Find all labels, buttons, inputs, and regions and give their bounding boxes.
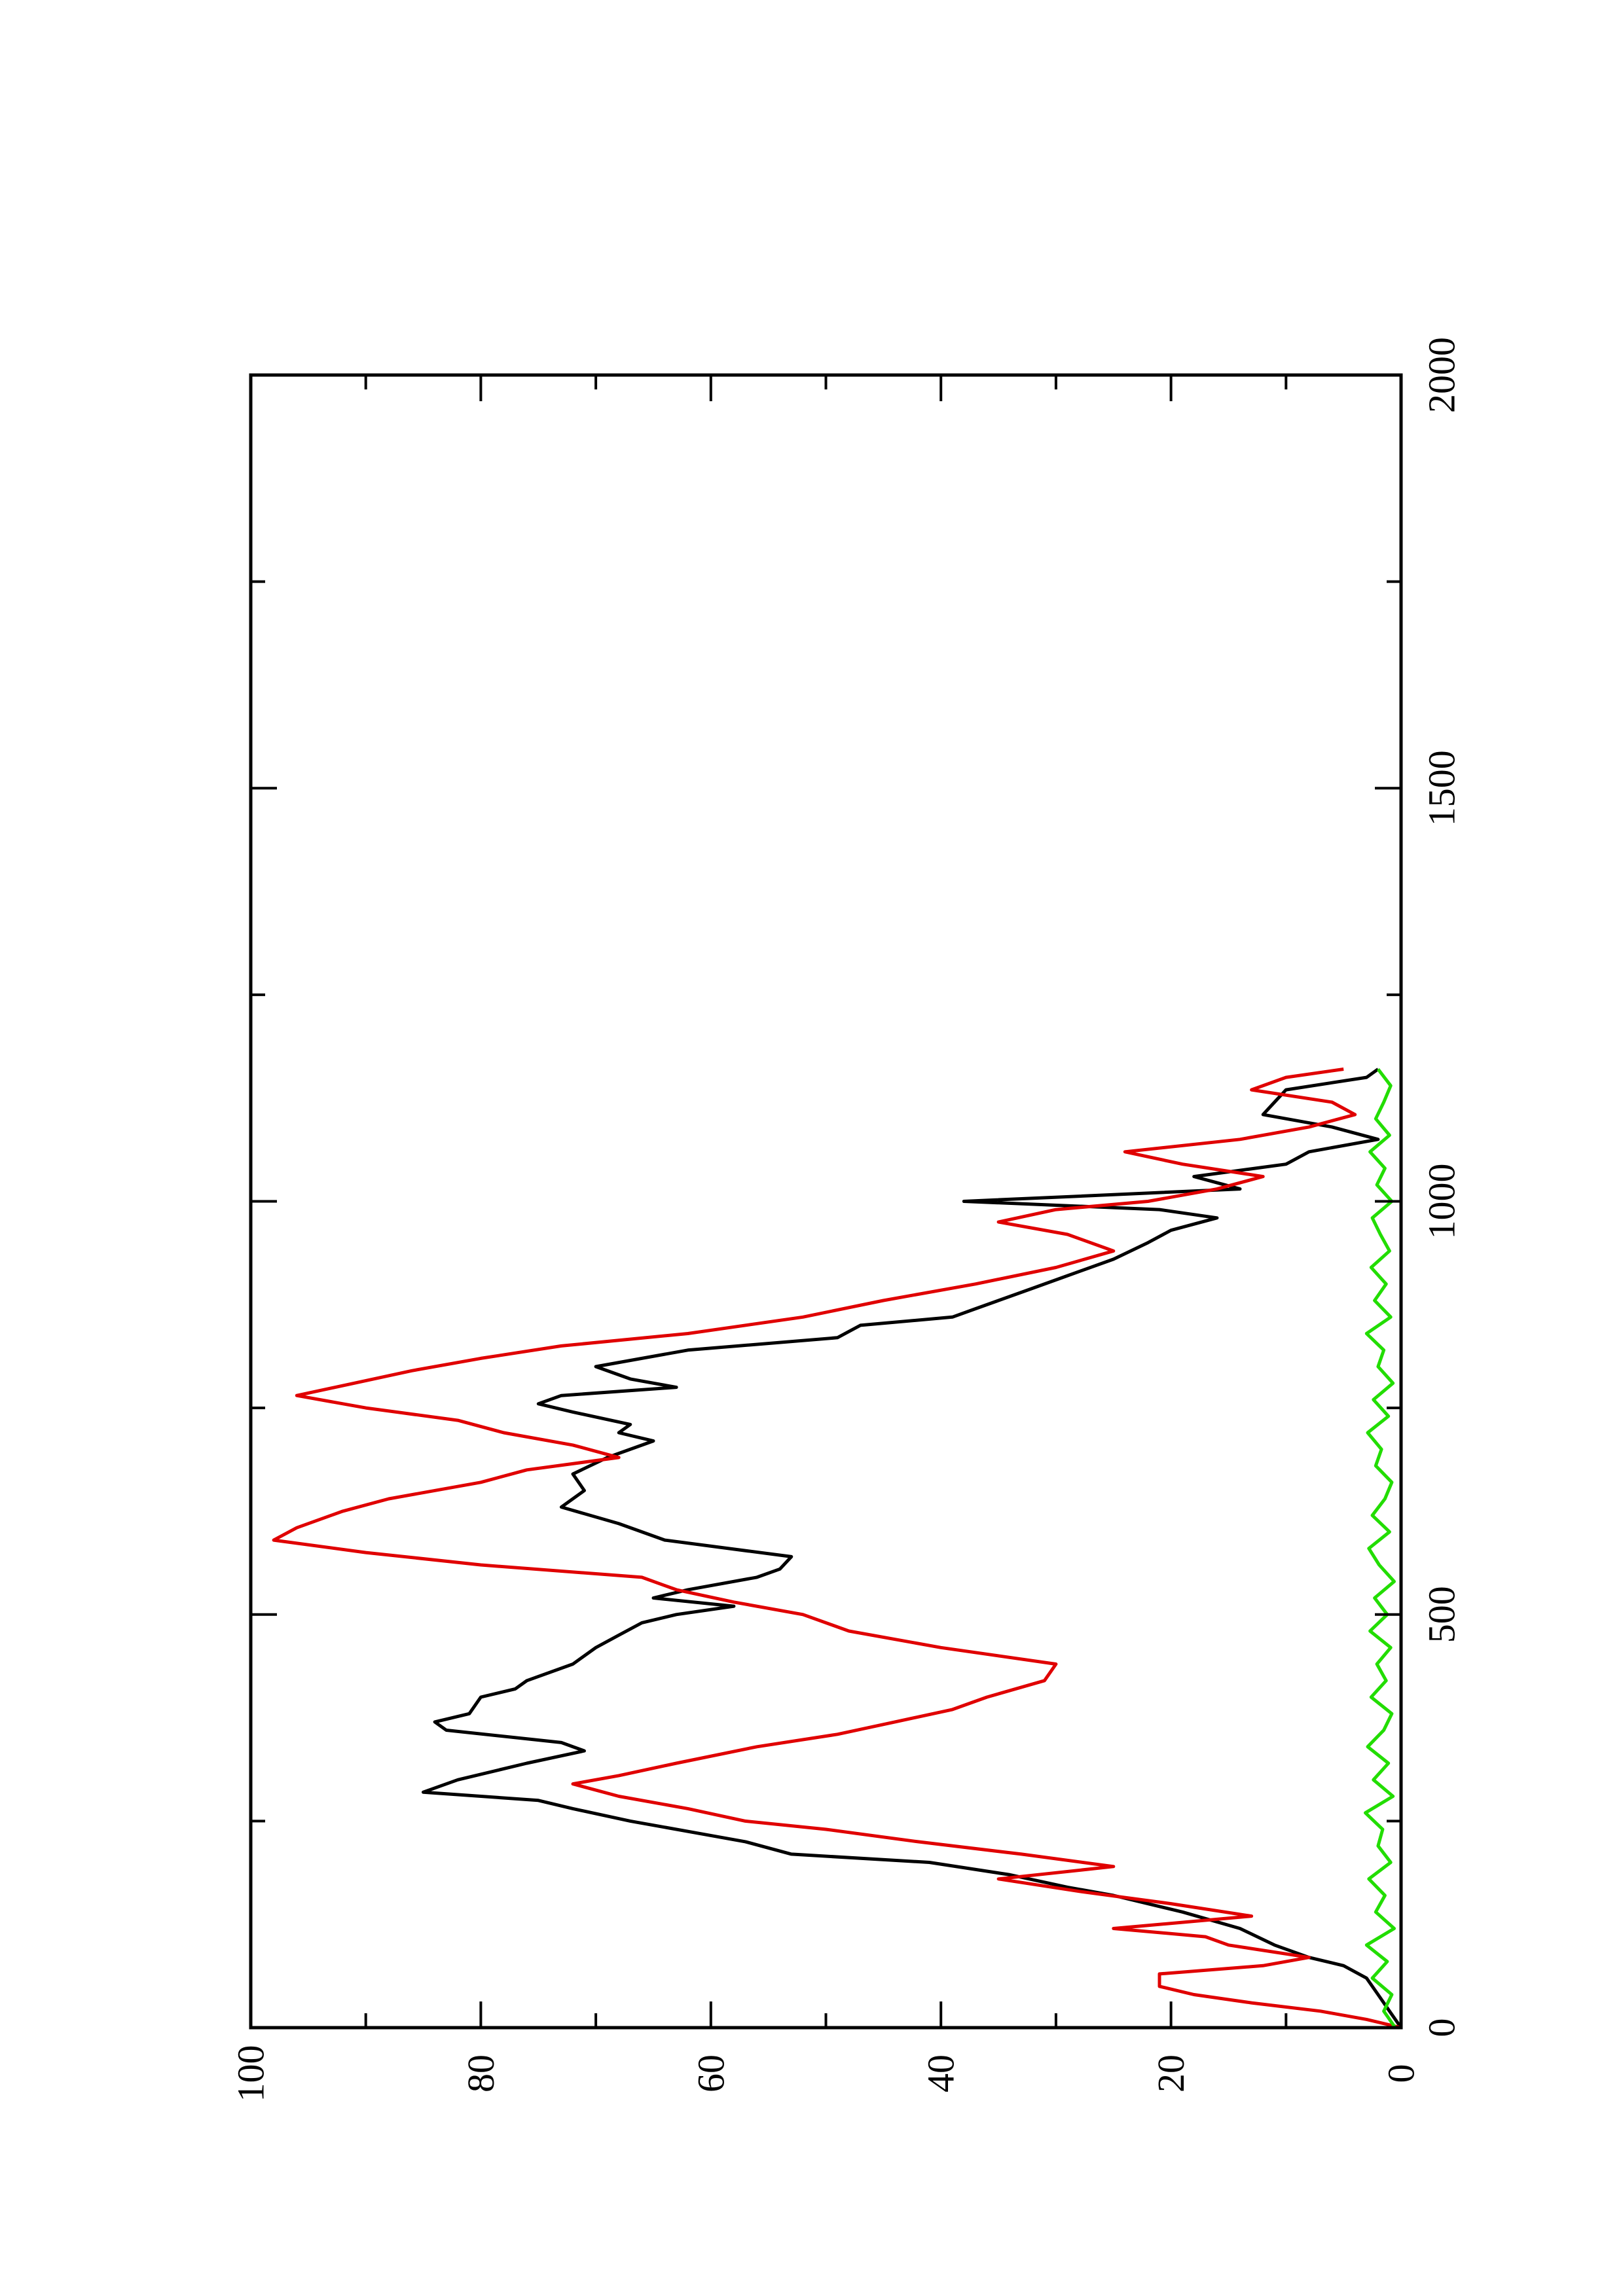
series-line-green	[1364, 1067, 1397, 2029]
y-tick-label: 0	[1380, 2064, 1423, 2083]
y-tick-label: 80	[460, 2054, 502, 2092]
x-tick-label: 1500	[1421, 750, 1463, 826]
plot-frame	[249, 373, 1403, 2030]
y-tick-label: 40	[920, 2054, 962, 2092]
x-tick-label: 500	[1421, 1586, 1463, 1643]
tick-layer	[249, 374, 1402, 2029]
x-tick-label: 2000	[1421, 337, 1463, 413]
tick-label-layer: 0 500 1000 1500 2000 0 20 40 60 80 100	[230, 337, 1463, 2102]
y-tick-label: 100	[230, 2045, 272, 2102]
x-tick-label: 0	[1421, 2018, 1463, 2037]
series-line-black	[422, 1067, 1403, 2029]
y-tick-label: 60	[689, 2054, 732, 2092]
series-line-red	[272, 1067, 1402, 2030]
series-layer	[272, 1067, 1403, 2030]
y-tick-label: 20	[1150, 2054, 1192, 2092]
x-tick-label: 1000	[1421, 1164, 1463, 1240]
